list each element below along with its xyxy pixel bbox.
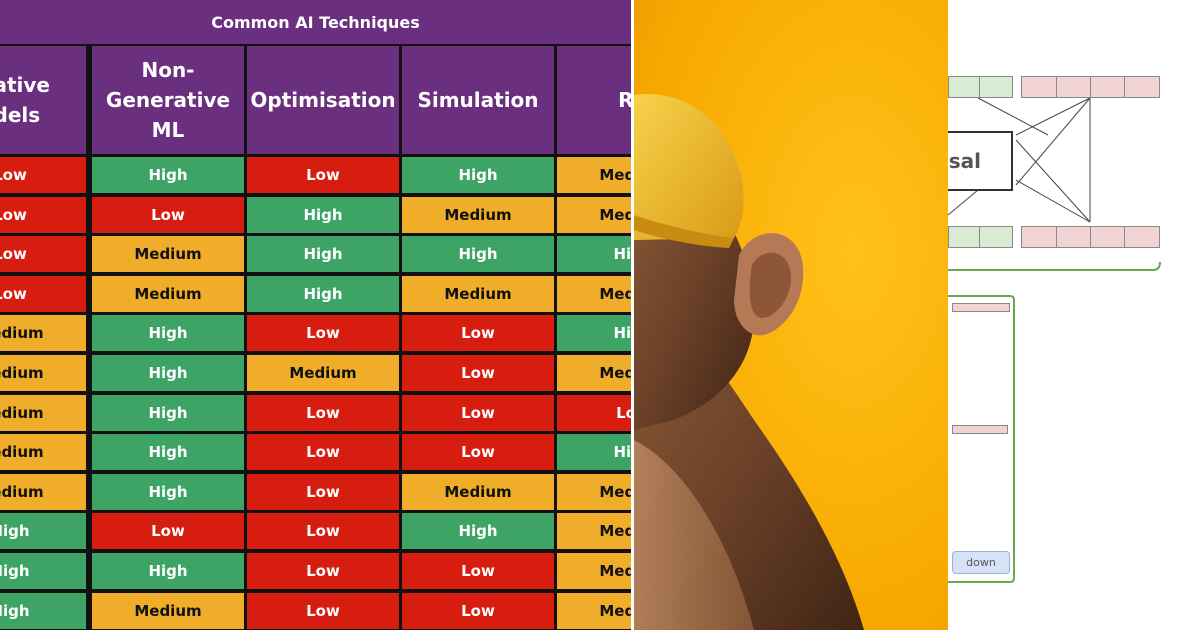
monkey-photo: [634, 0, 948, 630]
down-button[interactable]: down: [952, 551, 1010, 574]
diagram-cell: [948, 76, 980, 98]
table-cell: Medium: [557, 275, 631, 312]
table-cell: High: [247, 275, 399, 312]
table-cell: High: [92, 157, 244, 193]
table-cell: Medium: [92, 275, 244, 312]
diagram-lines: [948, 97, 1161, 583]
architecture-diagram: sal down: [948, 0, 1200, 630]
diagram-cell: [1090, 226, 1125, 248]
table-cell: Medium: [92, 592, 244, 629]
table-cell: Low: [92, 196, 244, 233]
table-cell: Medium: [402, 275, 554, 312]
table-cell: High: [402, 157, 554, 193]
table-cell: High: [402, 236, 554, 273]
table-cell: Low: [247, 157, 399, 193]
diagram-cell: [1021, 76, 1057, 98]
table-cell: Medium: [0, 315, 86, 352]
table-cell: Low: [0, 275, 86, 312]
table-title: Common AI Techniques: [0, 0, 631, 44]
table-cell: Low: [247, 315, 399, 352]
table-cell: High: [92, 394, 244, 431]
table-cell: Low: [247, 394, 399, 431]
diagram-node-label: sal: [948, 131, 1013, 191]
diagram-cell: [1021, 226, 1057, 248]
table-cell: High: [247, 236, 399, 273]
column-header: Ru: [557, 46, 631, 154]
table-cell: Medium: [557, 355, 631, 391]
table-cell: Medium: [557, 513, 631, 550]
ai-techniques-table-panel: Common AI Techniques erative odelsNon- G…: [0, 0, 631, 630]
table-cell: Low: [247, 434, 399, 471]
table-cell: Medium: [557, 553, 631, 589]
diagram-cell: [1056, 76, 1091, 98]
table-cell: High: [92, 473, 244, 510]
column-header: erative odels: [0, 46, 86, 154]
table-cell: Medium: [92, 236, 244, 273]
monkey-illustration: [634, 94, 864, 630]
table-cell: Low: [402, 434, 554, 471]
diagram-cell: [979, 76, 1013, 98]
diagram-cell: [948, 226, 980, 248]
diagram-cell: [1124, 226, 1160, 248]
column-header: Simulation: [402, 46, 554, 154]
table-cell: Medium: [0, 394, 86, 431]
table-cell: Medium: [557, 473, 631, 510]
table-cell: Medium: [247, 355, 399, 391]
table-cell: Medium: [557, 157, 631, 193]
table-cell: Medium: [557, 196, 631, 233]
diagram-strip: [952, 425, 1008, 434]
table-cell: High: [92, 355, 244, 391]
table-cell: Low: [557, 394, 631, 431]
table-cell: Medium: [0, 434, 86, 471]
table-cell: Low: [0, 236, 86, 273]
table-cell: Medium: [0, 473, 86, 510]
table-cell: High: [557, 315, 631, 352]
table-cell: Low: [247, 473, 399, 510]
table-cell: High: [0, 513, 86, 550]
table-cell: High: [0, 592, 86, 629]
column-header: Non- Generative ML: [92, 46, 244, 154]
diagram-cell: [979, 226, 1013, 248]
table-cell: Low: [0, 196, 86, 233]
table-cell: Medium: [0, 355, 86, 391]
table-cell: Low: [92, 513, 244, 550]
diagram-cell: [1056, 226, 1091, 248]
table-cell: Low: [402, 315, 554, 352]
table-cell: High: [92, 434, 244, 471]
table-cell: High: [92, 315, 244, 352]
table-cell: High: [0, 553, 86, 589]
table-cell: High: [92, 553, 244, 589]
table-cell: Low: [0, 157, 86, 193]
table-cell: Medium: [402, 196, 554, 233]
table-cell: Medium: [402, 473, 554, 510]
table-cell: High: [557, 236, 631, 273]
table-cell: Low: [402, 592, 554, 629]
table-cell: Low: [402, 355, 554, 391]
monkey-chest: [634, 440, 754, 630]
table-cell: High: [247, 196, 399, 233]
diagram-cell: [1124, 76, 1160, 98]
table-cell: Low: [247, 553, 399, 589]
yellow-cap: [634, 94, 744, 240]
table-cell: Low: [402, 394, 554, 431]
diagram-strip: [952, 303, 1010, 312]
table-cell: High: [557, 434, 631, 471]
table-cell: Low: [247, 513, 399, 550]
table-cell: Low: [247, 592, 399, 629]
table-cell: High: [402, 513, 554, 550]
column-header: Optimisation: [247, 46, 399, 154]
diagram-cell: [1090, 76, 1125, 98]
table-cell: Medium: [557, 592, 631, 629]
table-cell: Low: [402, 553, 554, 589]
